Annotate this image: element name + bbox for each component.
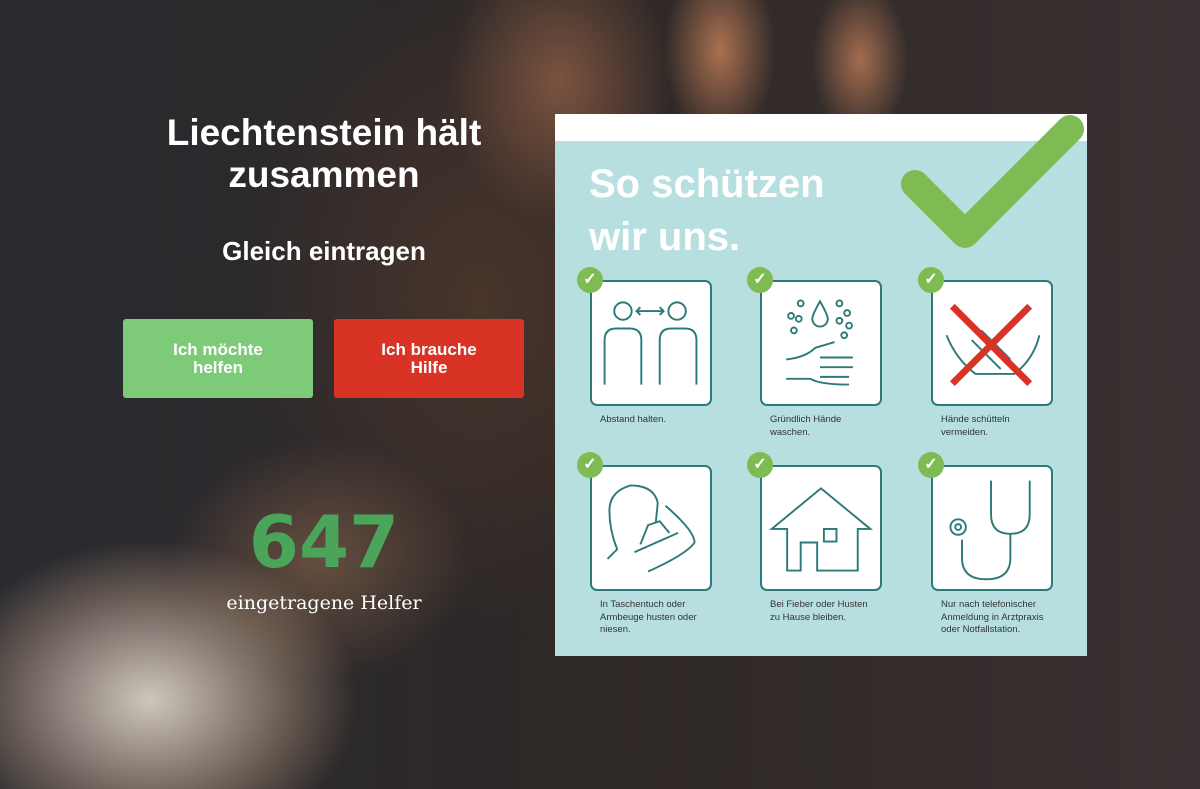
distance-icon	[590, 280, 712, 406]
tile-caption: Nur nach telefonischer Anmeldung in Arzt…	[941, 599, 1044, 635]
house-icon	[760, 465, 882, 591]
poster-strip	[555, 114, 1087, 141]
poster-title-line: wir uns.	[589, 215, 741, 259]
tile-caption: Hände schütteln vermeiden.	[941, 414, 1010, 438]
need-help-button[interactable]: Ich brauche Hilfe	[334, 319, 524, 398]
no-handshake-icon	[931, 280, 1053, 406]
sneeze-icon	[590, 465, 712, 591]
subtitle: Gleich eintragen	[222, 236, 426, 266]
stethoscope-icon	[931, 465, 1053, 591]
check-icon: ✓	[918, 452, 944, 478]
check-icon: ✓	[577, 452, 603, 478]
tile-caption: Abstand halten.	[600, 414, 667, 425]
check-icon: ✓	[747, 452, 773, 478]
check-icon: ✓	[747, 267, 773, 293]
poster-title-line: So schützen	[589, 162, 825, 206]
hand-wash-icon	[760, 280, 882, 406]
helper-count: 647	[248, 500, 400, 584]
check-icon: ✓	[577, 267, 603, 293]
tile-caption: In Taschentuch oder Armbeuge husten oder…	[600, 599, 697, 635]
protection-poster: So schützen wir uns. ✓ ✓ ✓ ✓ ✓ ✓ Abstand …	[555, 114, 1087, 656]
helper-count-label: eingetragene Helfer	[226, 592, 422, 614]
big-check-icon	[901, 115, 1084, 248]
tile-caption: Gründlich Hände waschen.	[770, 414, 842, 438]
offer-help-button[interactable]: Ich möchte helfen	[123, 319, 313, 398]
page-title: Liechtenstein hält zusammen	[166, 112, 482, 195]
tile-caption: Bei Fieber oder Husten zu Hause bleiben.	[770, 599, 868, 623]
poster-title: So schützen wir uns.	[589, 158, 825, 264]
check-icon: ✓	[918, 267, 944, 293]
